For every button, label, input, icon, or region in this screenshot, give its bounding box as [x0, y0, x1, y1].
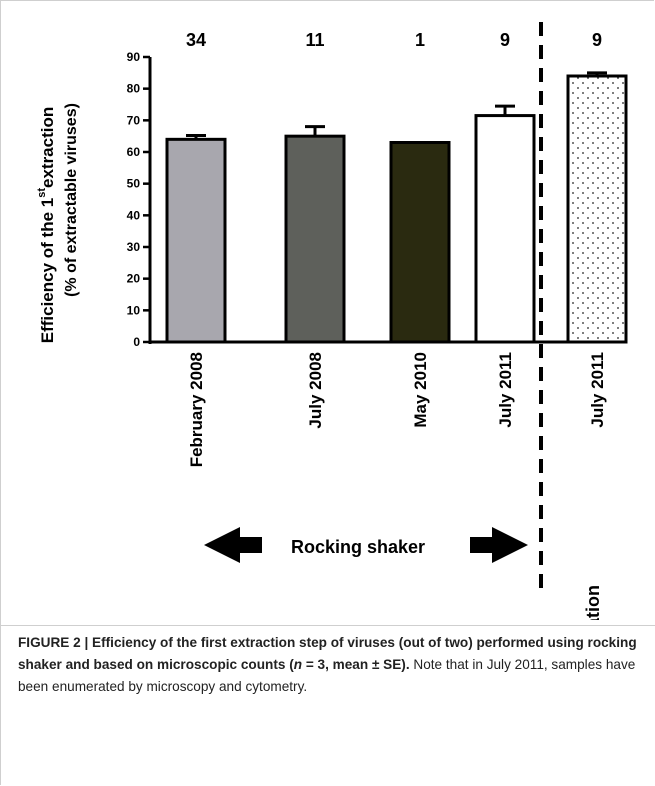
y-axis-title-superscript: st [36, 188, 48, 198]
labels: 34 February 2008 11 July 2008 1 May 2010 9 July… [186, 30, 607, 467]
bar [389, 141, 451, 344]
y-tick-label: 20 [127, 272, 141, 286]
right-arrow-icon [470, 527, 528, 563]
y-axis-title-line2: (% of extractable viruses) [63, 103, 80, 297]
rocking-shaker-label: Rocking shaker [291, 537, 425, 557]
left-arrow-icon [204, 527, 262, 563]
y-axis-title-line1-end: extraction [38, 107, 57, 188]
y-tick-label: 10 [127, 303, 141, 317]
bar [284, 134, 346, 344]
y-axis-title-line1: Efficiency of the 1 [38, 198, 57, 343]
y-tick-label: 70 [127, 113, 141, 127]
sample-count-label: 9 [500, 30, 510, 50]
category-label: July 2011 [496, 352, 515, 428]
sample-count-label: 1 [415, 30, 425, 50]
sample-count-label: 9 [592, 30, 602, 50]
y-axis-subtitle: (% of extractable viruses) [63, 103, 80, 297]
sonication-annotation: Sonication [583, 585, 603, 620]
bars [165, 71, 628, 344]
category-label: February 2008 [187, 352, 206, 467]
caption-bold-end: = 3, mean ± SE). [302, 657, 410, 672]
caption-bold-text: FIGURE 2 | Efficiency of the first extra… [18, 635, 637, 672]
y-tick-label: 40 [127, 208, 141, 222]
y-tick-label: 50 [127, 177, 141, 191]
bar [566, 74, 628, 344]
bar [474, 114, 536, 344]
rocking-shaker-annotation: Rocking shaker [204, 527, 528, 563]
sample-count-label: 11 [305, 30, 324, 50]
y-tick-label: 60 [127, 145, 141, 159]
caption-n-label: n [293, 657, 303, 672]
figure-caption: FIGURE 2 | Efficiency of the first extra… [18, 632, 638, 698]
bar-chart: Efficiency of the 1stextraction (% of ex… [36, 22, 628, 620]
category-label: July 2008 [306, 352, 325, 429]
y-tick-label: 80 [127, 82, 141, 96]
bar [165, 137, 227, 344]
category-label: May 2010 [411, 352, 430, 428]
caption-divider [0, 625, 655, 626]
category-label: July 2011 [588, 352, 607, 428]
y-tick-label: 30 [127, 240, 141, 254]
y-tick-label: 90 [127, 50, 141, 64]
sample-count-label: 34 [186, 30, 206, 50]
caption-normal-text: Note that in July 2011, samples have bee… [18, 657, 636, 694]
sonication-label: Sonication [583, 585, 603, 620]
y-tick-label: 0 [133, 335, 140, 349]
y-axis-title: Efficiency of the 1stextraction [36, 107, 57, 344]
axes: 0 10 20 30 40 50 60 70 80 90 [127, 50, 592, 349]
svg-text:Efficiency of the 1stextrac: Efficiency of the 1stextraction [36, 107, 57, 344]
